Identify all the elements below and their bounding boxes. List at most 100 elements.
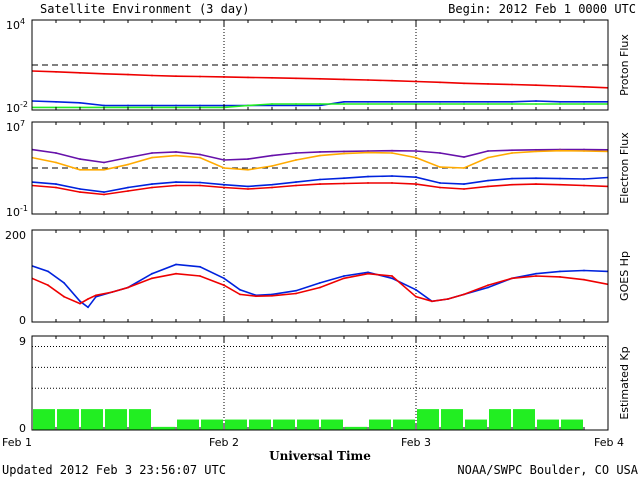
kp-bar xyxy=(561,419,583,430)
data-point-orange xyxy=(175,154,177,157)
y-axis-label: Estimated Kp xyxy=(618,346,631,419)
data-point-blue xyxy=(151,272,153,275)
data-point-red xyxy=(391,182,393,184)
data-point-blue xyxy=(367,271,369,274)
data-point-orange xyxy=(295,159,297,161)
data-point-green xyxy=(583,103,585,105)
data-point-orange xyxy=(151,156,153,159)
data-point-orange xyxy=(103,168,105,171)
data-point-red xyxy=(103,193,105,196)
data-point-red xyxy=(487,185,489,188)
data-point-green xyxy=(391,103,393,105)
data-point-blue xyxy=(175,104,177,107)
data-point-red xyxy=(47,284,49,287)
y-tick-base: 10 xyxy=(6,121,20,134)
data-point-blue xyxy=(47,270,49,273)
data-point-green xyxy=(535,103,537,105)
data-point-red xyxy=(319,183,321,185)
data-point-blue xyxy=(391,277,393,280)
panel-frame xyxy=(31,121,609,215)
data-point-red xyxy=(559,85,561,87)
data-point-green xyxy=(343,103,345,105)
credit-line: NOAA/SWPC Boulder, CO USA xyxy=(457,463,638,477)
data-point-red xyxy=(223,284,225,287)
data-point-red xyxy=(535,84,537,87)
begin-time: Begin: 2012 Feb 1 0000 UTC xyxy=(448,2,636,16)
data-point-red xyxy=(271,294,273,297)
data-point-blue xyxy=(79,101,81,104)
data-point-orange xyxy=(367,151,369,154)
data-point-blue xyxy=(79,188,81,190)
data-point-red xyxy=(175,184,177,187)
panel-hp: 200 0 GOES Hp xyxy=(5,229,631,327)
data-point-purple xyxy=(319,151,321,153)
y-tick-exponent: -2 xyxy=(20,100,28,109)
data-point-blue xyxy=(175,263,177,266)
data-point-red xyxy=(239,293,241,296)
data-point-red xyxy=(55,70,57,73)
panel-data xyxy=(32,148,608,196)
data-point-blue xyxy=(175,181,177,183)
data-point-red xyxy=(295,77,297,80)
data-point-red xyxy=(535,275,537,277)
data-point-purple xyxy=(487,150,489,152)
data-point-red xyxy=(127,73,129,76)
data-point-blue xyxy=(487,100,489,103)
data-point-red xyxy=(223,186,225,189)
data-point-red xyxy=(447,298,449,300)
data-point-red xyxy=(463,188,465,190)
data-point-red xyxy=(391,275,393,277)
panel-data xyxy=(32,263,608,309)
data-point-orange xyxy=(439,166,441,168)
data-point-blue xyxy=(343,275,345,277)
data-point-red xyxy=(95,294,97,297)
data-point-red xyxy=(511,183,513,186)
data-point-purple xyxy=(247,158,249,160)
data-point-red xyxy=(79,302,81,305)
x-tick-label: Feb 1 xyxy=(2,436,32,449)
kp-bar xyxy=(393,419,415,430)
data-point-red xyxy=(111,291,113,293)
panel-data xyxy=(32,70,608,109)
data-point-red xyxy=(343,277,345,280)
panel-frame xyxy=(31,19,609,111)
data-point-red xyxy=(511,83,513,86)
data-point-blue xyxy=(295,181,297,183)
data-point-orange xyxy=(127,163,129,166)
data-point-green xyxy=(463,103,465,105)
data-point-blue xyxy=(367,175,369,178)
data-point-blue xyxy=(319,104,321,107)
y-axis-label: GOES Hp xyxy=(618,251,631,301)
x-tick-label: Feb 4 xyxy=(594,436,624,449)
data-point-red xyxy=(431,300,433,303)
data-point-blue xyxy=(151,104,153,107)
data-point-blue xyxy=(223,277,225,280)
data-point-orange xyxy=(271,165,273,167)
data-point-orange xyxy=(391,152,393,154)
data-point-blue xyxy=(463,183,465,185)
y-tick-exponent: -1 xyxy=(20,204,28,213)
kp-bar xyxy=(105,409,127,430)
kp-bar xyxy=(537,419,559,430)
kp-bar xyxy=(201,419,223,430)
data-point-orange xyxy=(55,161,57,164)
y-tick-base: 10 xyxy=(6,102,20,115)
data-point-red xyxy=(271,186,273,189)
data-point-blue xyxy=(55,183,57,185)
data-point-red xyxy=(343,78,345,81)
data-point-purple xyxy=(343,150,345,153)
data-point-red xyxy=(583,85,585,88)
data-point-red xyxy=(199,275,201,277)
data-point-red xyxy=(415,183,417,185)
kp-bar xyxy=(57,409,79,430)
data-point-blue xyxy=(63,282,65,284)
data-point-red xyxy=(391,79,393,82)
data-point-red xyxy=(559,276,561,278)
data-point-orange xyxy=(415,156,417,159)
data-point-blue xyxy=(367,100,369,103)
data-point-purple xyxy=(55,152,57,154)
y-tick-exponent: 4 xyxy=(20,17,25,26)
data-point-red xyxy=(175,272,177,275)
